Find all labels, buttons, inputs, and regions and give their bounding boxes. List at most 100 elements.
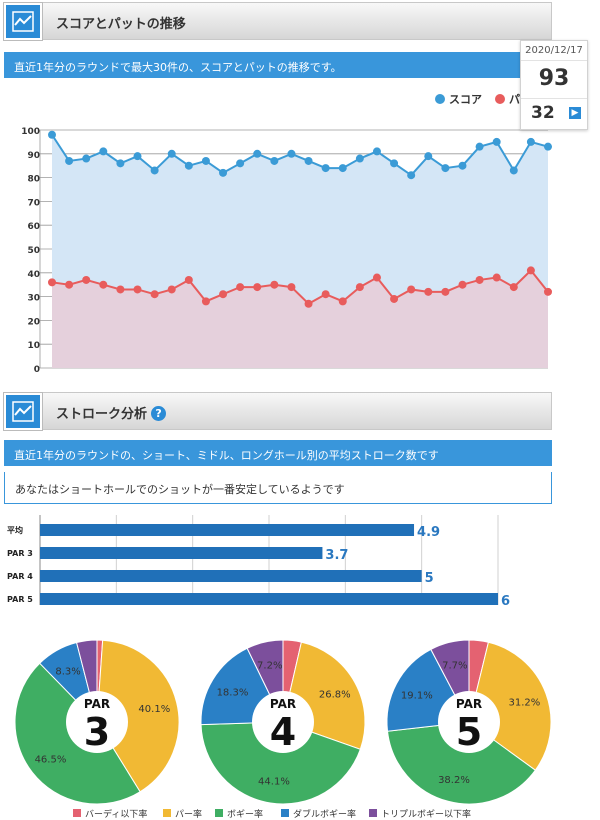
section-header-score-trend: スコアとパットの推移 (4, 2, 552, 40)
chevron-right-icon[interactable]: ▶ (569, 107, 581, 119)
data-point-score (424, 152, 433, 161)
bar-category-label: PAR 5 (7, 595, 33, 604)
data-point-putt (407, 285, 416, 294)
pie-center (438, 691, 500, 753)
tooltip-score: 93 (521, 61, 587, 99)
data-point-putt (65, 280, 74, 289)
pie-center (252, 691, 314, 753)
data-point-score (526, 137, 535, 146)
data-point-score (82, 154, 91, 163)
data-point-putt (492, 273, 501, 282)
data-point-putt (133, 285, 142, 294)
chart-tooltip: 2020/12/17 93 32 ▶ (520, 40, 588, 130)
bar (40, 547, 323, 559)
y-tick-label: 50 (27, 246, 40, 256)
pie-center-label: PAR (270, 697, 296, 711)
data-point-score (65, 156, 74, 165)
tooltip-date: 2020/12/17 (521, 41, 587, 61)
chart-icon-box (4, 393, 42, 430)
bar-value-label: 4.9 (417, 525, 440, 540)
pie-value-label: 7.7% (442, 661, 467, 672)
section-title: スコアとパットの推移 (56, 17, 186, 32)
pie-value-label: 38.2% (438, 775, 470, 786)
legend-swatch (369, 809, 377, 817)
bar-category-label: 平均 (7, 525, 23, 535)
y-tick-label: 60 (27, 222, 40, 232)
data-point-putt (82, 275, 91, 284)
data-point-putt (544, 287, 552, 296)
y-tick-label: 10 (27, 341, 40, 351)
data-point-score (338, 164, 347, 173)
line-chart-icon (12, 11, 34, 32)
legend-label: ダブルボギー率 (293, 808, 356, 820)
data-point-putt (475, 275, 484, 284)
y-tick-label: 80 (27, 175, 40, 185)
pie-center-label: PAR (84, 697, 110, 711)
data-point-score (201, 156, 210, 165)
data-point-score (390, 159, 399, 168)
hole-result-pie-charts: 40.1%46.5%8.3%PAR326.8%44.1%18.3%7.2%PAR… (14, 639, 552, 805)
data-point-score (116, 159, 125, 168)
data-point-putt (219, 290, 228, 299)
data-point-score (355, 154, 364, 163)
help-icon[interactable]: ? (151, 406, 167, 421)
line-chart-icon (12, 401, 34, 422)
data-point-score (441, 164, 450, 173)
data-point-score (304, 156, 313, 165)
data-point-score (167, 149, 176, 158)
pie-center-label: PAR (456, 697, 482, 711)
chart-icon-box (4, 3, 42, 40)
legend-marker (435, 94, 445, 104)
data-point-putt (355, 283, 364, 292)
y-tick-label: 40 (27, 270, 40, 280)
pie-value-label: 18.3% (217, 687, 249, 698)
bar-category-label: PAR 3 (7, 549, 33, 558)
pie-value-label: 26.8% (319, 690, 351, 701)
y-tick-label: 70 (27, 198, 40, 208)
data-point-putt (201, 297, 210, 306)
stroke-analysis-description: 直近1年分のラウンドの、ショート、ミドル、ロングホール別の平均ストローク数です (4, 440, 552, 466)
stroke-bar-chart: 平均 4.9 PAR 3 3.7 PAR 4 5 PAR 5 6 (7, 515, 510, 609)
data-point-score (458, 161, 467, 170)
data-point-score (544, 142, 552, 151)
legend-swatch (215, 809, 223, 817)
bar (40, 593, 498, 605)
data-point-putt (150, 290, 159, 299)
pie-legend: バーディ以下率 パー率 ボギー率 ダブルボギー率 トリプルボギー以下率 (73, 808, 471, 820)
data-point-putt (509, 283, 518, 292)
data-point-putt (184, 275, 193, 284)
bar-value-label: 5 (425, 571, 434, 586)
score-trend-description: 直近1年分のラウンドで最大30件の、スコアとパットの推移です。 (4, 52, 552, 78)
data-point-score (475, 142, 484, 151)
y-tick-label: 100 (21, 127, 40, 137)
data-point-putt (424, 287, 433, 296)
data-point-putt (48, 278, 56, 287)
data-point-score (253, 149, 262, 158)
y-tick-label: 30 (27, 294, 40, 304)
data-point-putt (167, 285, 176, 294)
pie-value-label: 8.3% (55, 667, 80, 678)
data-point-putt (338, 297, 347, 306)
bar (40, 524, 415, 536)
data-point-score (236, 159, 245, 168)
pie-value-label: 40.1% (138, 704, 170, 715)
pie-slice (386, 721, 537, 805)
legend-label: パー率 (175, 808, 202, 820)
tooltip-putt: 32 (531, 103, 555, 123)
data-point-score (287, 149, 296, 158)
pie-value-label: 44.1% (258, 776, 290, 787)
data-point-putt (116, 285, 125, 294)
data-point-score (99, 147, 108, 156)
stroke-analysis-title: ストローク分析 (56, 407, 148, 422)
data-point-score (48, 130, 56, 139)
pie-center-number: 3 (84, 710, 110, 754)
y-tick-label: 0 (34, 365, 40, 375)
bar-value-label: 6 (501, 594, 510, 609)
data-point-score (492, 137, 501, 146)
tooltip-putt-row: 32 ▶ (521, 99, 587, 127)
data-point-putt (321, 290, 330, 299)
pie-value-label: 19.1% (401, 690, 433, 701)
pie-slice (468, 641, 552, 771)
data-point-putt (304, 299, 313, 308)
legend-label: バーディ以下率 (85, 808, 147, 820)
